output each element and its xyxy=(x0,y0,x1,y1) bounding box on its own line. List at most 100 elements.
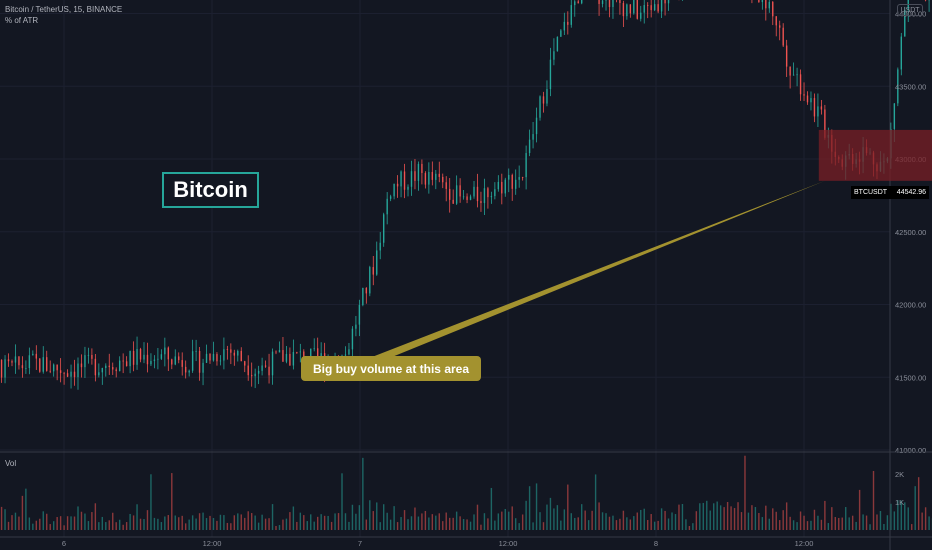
volume-bar xyxy=(928,516,930,530)
volume-bar xyxy=(733,508,736,530)
volume-bar xyxy=(640,509,642,530)
symbol-header[interactable]: Bitcoin / TetherUS, 15, BINANCE xyxy=(5,5,123,14)
volume-bar xyxy=(87,521,90,530)
volume-bar xyxy=(250,513,253,530)
volume-bar xyxy=(4,509,6,530)
volume-bar xyxy=(556,505,559,530)
price-tick-label: 41500.00 xyxy=(895,373,926,382)
candle-body xyxy=(640,12,642,19)
candle-body xyxy=(348,349,350,355)
volume-bar xyxy=(865,515,868,530)
volume-bar xyxy=(389,519,392,530)
candle-body xyxy=(320,353,322,359)
candle-body xyxy=(261,365,263,371)
volume-bar xyxy=(900,500,902,530)
candle-body xyxy=(535,117,538,135)
volume-bar xyxy=(344,513,347,530)
candle-body xyxy=(515,179,517,189)
volume-bar xyxy=(633,516,635,530)
indicator-label[interactable]: % of ATR xyxy=(5,16,39,25)
volume-bar xyxy=(91,512,93,530)
candle-body xyxy=(511,174,513,189)
volume-bar xyxy=(615,520,618,530)
candle-body xyxy=(230,349,232,353)
candle-body xyxy=(226,349,229,350)
candle-body xyxy=(7,359,10,362)
volume-bar xyxy=(247,511,249,530)
volume-bar xyxy=(327,515,329,530)
volume-bar xyxy=(105,522,107,530)
candle-body xyxy=(278,350,281,353)
volume-bar xyxy=(660,508,663,530)
volume-bar xyxy=(209,515,211,530)
volume-bar xyxy=(535,483,538,530)
volume-bar xyxy=(647,519,649,530)
candle-body xyxy=(91,354,93,359)
volume-bar xyxy=(160,522,163,530)
volume-bar xyxy=(171,473,173,530)
volume-bar xyxy=(824,500,826,530)
volume-bar xyxy=(334,513,336,530)
volume-bar xyxy=(758,512,760,530)
candle-body xyxy=(622,3,625,17)
volume-bar xyxy=(435,515,437,530)
candle-body xyxy=(70,371,72,377)
candle-body xyxy=(289,353,291,366)
volume-bar xyxy=(202,512,204,530)
volume-bar xyxy=(567,484,569,530)
candle-body xyxy=(73,371,76,378)
volume-bar xyxy=(139,518,142,530)
volume-bar xyxy=(563,509,566,530)
volume-tick-label: 1K xyxy=(895,498,904,507)
candle-body xyxy=(372,267,374,275)
volume-bar xyxy=(46,513,48,530)
time-tick-label: 12:00 xyxy=(203,539,222,548)
candle-body xyxy=(553,51,555,60)
candle-body xyxy=(139,348,142,360)
volume-bar xyxy=(706,500,708,530)
candle-body xyxy=(650,5,652,11)
volume-bar xyxy=(528,486,531,530)
volume-bar xyxy=(480,524,482,530)
volume-bar xyxy=(223,515,225,530)
candle-body xyxy=(824,109,826,138)
volume-bar xyxy=(813,509,816,530)
volume-bar xyxy=(424,510,427,530)
volume-bar xyxy=(761,517,764,530)
volume-bar xyxy=(872,470,875,530)
candle-body xyxy=(268,366,270,376)
volume-bar xyxy=(605,513,607,530)
currency-badge[interactable]: USDT xyxy=(897,4,923,16)
candle-body xyxy=(143,354,145,360)
candle-body xyxy=(462,196,465,198)
volume-bar xyxy=(275,525,277,530)
candle-body xyxy=(476,186,479,202)
candle-body xyxy=(608,0,611,8)
candle-body xyxy=(49,370,51,372)
candle-body xyxy=(386,198,388,215)
candle-body xyxy=(636,0,638,19)
candle-body xyxy=(344,354,347,356)
volume-bar xyxy=(63,525,65,530)
candle-body xyxy=(414,171,416,181)
volume-bar xyxy=(511,506,513,530)
candle-body xyxy=(497,181,500,190)
volume-bar xyxy=(869,524,871,530)
candle-body xyxy=(396,183,399,187)
volume-bar xyxy=(667,518,670,530)
volume-bar xyxy=(7,521,10,530)
volume-bar xyxy=(73,516,76,530)
volume-bar xyxy=(587,520,590,530)
volume-bar xyxy=(455,511,458,530)
volume-bar xyxy=(772,508,774,530)
candle-body xyxy=(296,352,298,353)
candle-body xyxy=(209,353,211,361)
volume-bar xyxy=(122,524,124,530)
candle-body xyxy=(292,352,295,366)
candle-body xyxy=(775,16,777,26)
time-tick-label: 7 xyxy=(358,539,362,548)
volume-bar xyxy=(789,516,791,530)
volume-bar xyxy=(80,511,83,530)
candle-body xyxy=(94,358,97,376)
